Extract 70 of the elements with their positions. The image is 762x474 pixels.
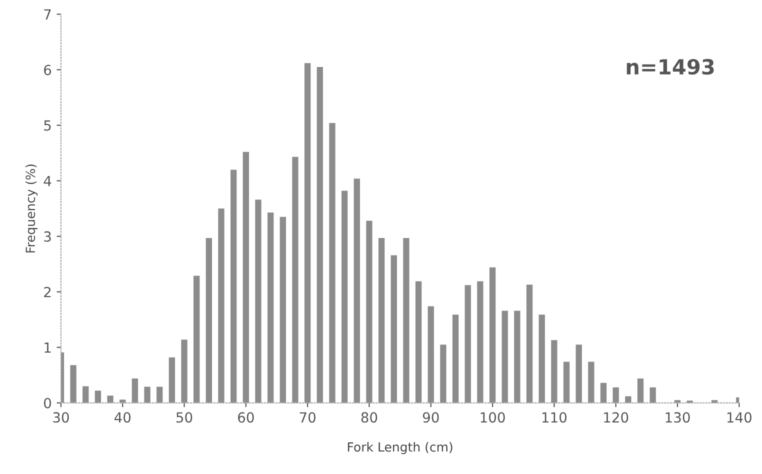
- bar: [341, 190, 348, 403]
- y-tick-label: 1: [44, 342, 51, 353]
- bar: [588, 362, 594, 403]
- bar: [526, 284, 533, 403]
- y-axis-title: Frequency (%): [25, 164, 38, 252]
- bar: [292, 156, 298, 403]
- bar: [563, 362, 570, 403]
- bar: [218, 208, 224, 403]
- x-tick-label: 50: [176, 412, 192, 423]
- bar: [650, 387, 656, 403]
- x-tick-label: 130: [666, 412, 690, 423]
- bar: [502, 310, 508, 403]
- bar: [489, 267, 496, 403]
- bar: [464, 285, 471, 403]
- bar: [181, 340, 188, 403]
- bar: [477, 281, 484, 403]
- x-tick-label: 30: [53, 412, 69, 423]
- bar: [132, 378, 138, 403]
- y-tick-label: 2: [44, 286, 51, 298]
- bar: [329, 123, 336, 403]
- y-tick-label: 5: [44, 120, 51, 131]
- bar: [551, 340, 558, 403]
- y-tick-label: 0: [44, 398, 52, 408]
- bar: [206, 238, 212, 403]
- bar: [378, 238, 385, 403]
- y-tick-label: 6: [44, 64, 52, 76]
- x-tick-label: 110: [542, 412, 567, 423]
- x-tick-label: 120: [604, 412, 628, 423]
- bar: [70, 365, 76, 403]
- bar: [94, 390, 102, 403]
- bar: [144, 386, 150, 403]
- y-tick-label: 7: [44, 9, 51, 20]
- bar: [403, 238, 410, 403]
- bar: [514, 310, 520, 403]
- x-tick-label: 80: [361, 412, 378, 423]
- x-tick-label: 90: [422, 412, 439, 423]
- bar: [576, 344, 582, 403]
- bar: [267, 212, 274, 403]
- y-tick-label: 3: [44, 231, 51, 242]
- x-tick-label: 140: [727, 412, 752, 423]
- bar: [156, 386, 163, 403]
- bar: [280, 216, 286, 403]
- bar: [390, 255, 397, 403]
- bar: [538, 314, 545, 403]
- bar: [366, 220, 372, 403]
- bar: [415, 281, 422, 403]
- annotation: n=1493: [626, 58, 714, 75]
- bar: [440, 344, 446, 403]
- bar: [194, 276, 200, 403]
- bar: [230, 170, 237, 403]
- bar: [354, 178, 360, 403]
- y-tick-label: 4: [44, 176, 52, 186]
- bar: [255, 200, 262, 403]
- x-axis-title: Fork Length (cm): [348, 442, 452, 454]
- bar: [625, 396, 632, 403]
- bar: [107, 396, 114, 403]
- x-tick-label: 100: [480, 412, 505, 423]
- bar: [428, 306, 434, 403]
- bar: [452, 314, 459, 403]
- x-tick-label: 40: [114, 412, 131, 423]
- bar: [316, 66, 323, 403]
- bar: [82, 386, 89, 403]
- bar: [600, 382, 607, 403]
- bar: [304, 63, 311, 403]
- bar: [168, 357, 176, 403]
- bar: [612, 387, 619, 403]
- x-tick-label: 70: [300, 412, 316, 423]
- x-tick-label: 60: [238, 412, 254, 423]
- bar: [637, 378, 644, 403]
- bar: [242, 152, 249, 403]
